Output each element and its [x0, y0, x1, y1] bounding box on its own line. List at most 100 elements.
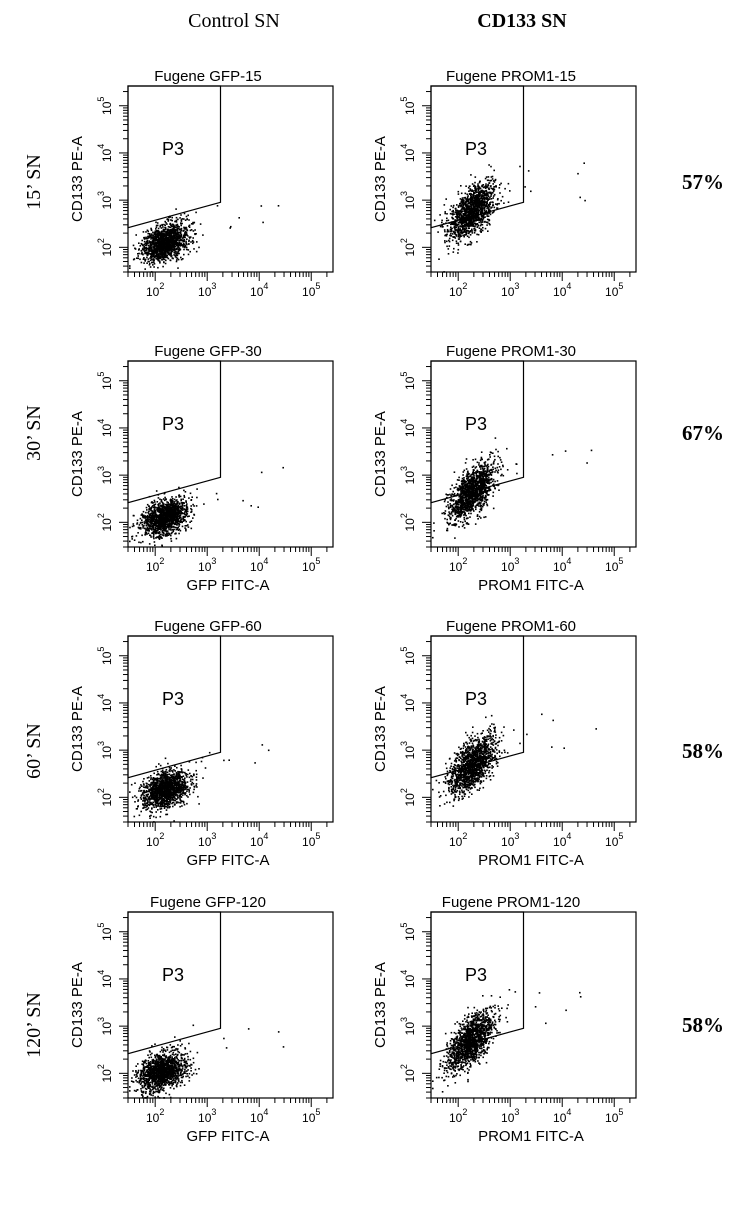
event-dot — [182, 512, 185, 515]
event-dot — [162, 514, 164, 517]
event-dot — [477, 217, 480, 220]
event-dot — [151, 233, 153, 235]
event-dot — [165, 248, 167, 251]
event-dot — [171, 241, 173, 244]
event-dot — [156, 243, 159, 245]
event-dot — [444, 234, 446, 237]
event-dot — [140, 514, 143, 516]
event-dot — [154, 242, 157, 245]
event-dot — [479, 201, 481, 204]
event-dot — [459, 494, 462, 497]
event-dot — [174, 230, 177, 233]
plot-frame — [430, 360, 637, 548]
event-dot — [174, 226, 176, 228]
event-dot — [163, 258, 166, 261]
event-dot — [164, 523, 167, 526]
event-dot — [157, 230, 160, 232]
event-dot — [156, 531, 158, 534]
event-dot — [477, 194, 480, 197]
event-dot — [170, 513, 172, 515]
event-dot — [178, 244, 181, 247]
event-dot — [449, 488, 452, 490]
event-dot — [164, 224, 166, 226]
event-dot — [155, 525, 157, 527]
event-dot — [154, 240, 157, 242]
event-dot — [448, 222, 450, 224]
event-dot — [163, 518, 166, 521]
event-dot — [450, 223, 452, 226]
event-dot — [170, 500, 173, 502]
event-dot — [453, 213, 455, 215]
event-dot — [167, 534, 170, 536]
event-dot — [466, 235, 469, 237]
event-dot — [173, 226, 175, 229]
event-dot — [181, 507, 184, 509]
event-dot — [476, 226, 479, 228]
event-dot — [457, 238, 460, 240]
event-dot — [184, 232, 186, 234]
event-dot — [173, 510, 175, 513]
event-dot — [462, 220, 465, 223]
event-dot — [177, 258, 180, 261]
event-dot — [176, 499, 178, 501]
event-dot — [171, 245, 174, 247]
event-dot — [162, 258, 165, 260]
event-dot — [182, 258, 184, 260]
event-dot — [480, 223, 483, 226]
event-dot — [155, 258, 158, 260]
event-dot — [179, 507, 182, 509]
event-dot — [165, 506, 167, 508]
event-dot — [484, 193, 487, 196]
event-dot — [146, 522, 149, 525]
event-dot — [461, 203, 464, 205]
event-dot — [465, 199, 468, 202]
event-dot — [447, 514, 450, 516]
event-dot — [470, 193, 473, 196]
event-dot — [463, 235, 465, 238]
event-dot — [184, 245, 187, 248]
event-dot — [152, 519, 155, 522]
event-dot — [160, 533, 162, 536]
event-dot — [175, 521, 177, 523]
event-dot — [174, 518, 177, 521]
event-dot — [172, 525, 175, 528]
event-dot — [474, 229, 477, 231]
event-dot — [474, 176, 477, 178]
event-dot — [182, 237, 184, 239]
event-dot — [159, 244, 161, 247]
event-dot — [143, 521, 146, 523]
event-dot — [138, 541, 140, 544]
event-dot — [164, 252, 167, 255]
event-dot — [193, 505, 195, 507]
event-dot — [184, 525, 187, 527]
event-dot — [459, 210, 461, 212]
event-dot — [474, 181, 476, 184]
event-dot — [147, 260, 149, 263]
event-dot — [173, 231, 176, 234]
event-dot — [149, 520, 152, 523]
event-dot — [192, 223, 194, 225]
event-dot — [460, 222, 462, 224]
event-dot — [176, 505, 178, 508]
event-dot — [492, 195, 495, 197]
event-dot — [177, 507, 179, 509]
event-dot — [147, 251, 149, 254]
event-dot — [457, 233, 460, 236]
event-dot — [488, 210, 490, 212]
event-dot — [472, 208, 474, 211]
event-dot — [137, 532, 139, 534]
event-dot — [182, 246, 184, 248]
y-tick-label: 104 — [96, 144, 114, 162]
event-dot — [164, 254, 166, 256]
event-dot — [178, 235, 180, 237]
event-dot — [482, 203, 485, 206]
event-dot — [463, 512, 466, 514]
event-dot — [164, 534, 167, 537]
event-dot — [162, 241, 164, 244]
event-dot — [182, 515, 185, 518]
event-dot — [480, 219, 482, 221]
event-dot — [150, 522, 152, 524]
event-dot — [185, 510, 188, 513]
event-dot — [491, 206, 493, 209]
